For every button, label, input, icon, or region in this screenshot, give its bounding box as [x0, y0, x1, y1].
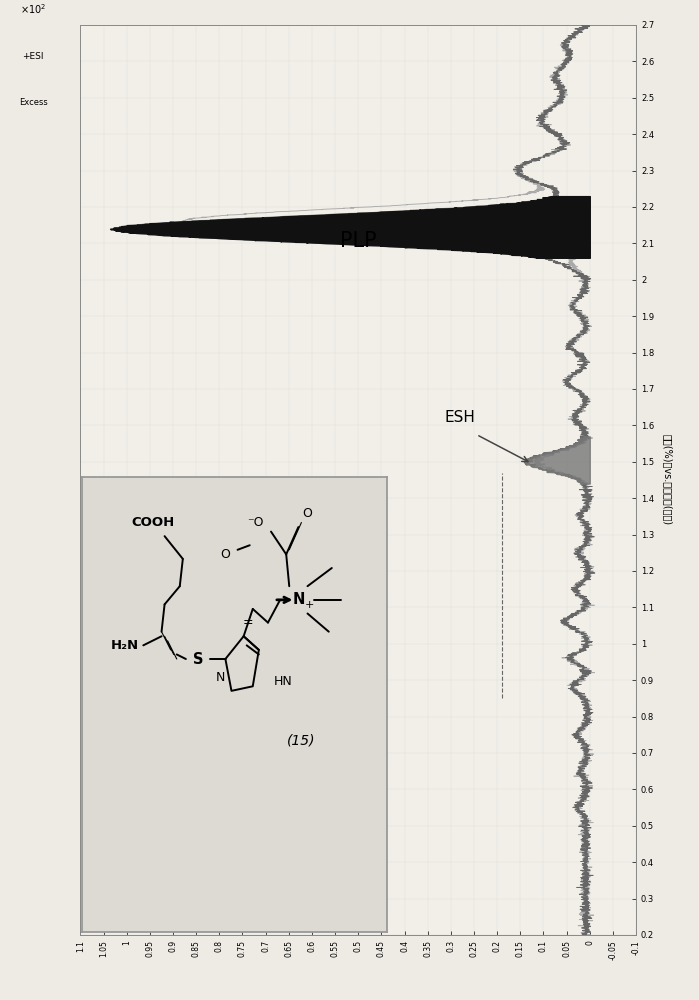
Text: PLP: PLP [340, 231, 377, 251]
Text: +: + [305, 600, 314, 610]
Text: O: O [220, 548, 231, 561]
Text: COOH: COOH [131, 516, 174, 529]
Text: +ESI: +ESI [22, 52, 44, 61]
Text: O: O [303, 507, 312, 520]
Text: S: S [193, 652, 203, 666]
Text: N: N [216, 671, 226, 684]
Text: (15): (15) [287, 734, 316, 748]
Text: N: N [292, 592, 305, 607]
Text: Excess: Excess [19, 98, 48, 107]
Text: H₂N: H₂N [111, 639, 139, 652]
Y-axis label: 计数(%)和vs.采集时间(分钟): 计数(%)和vs.采集时间(分钟) [663, 434, 672, 526]
Text: HN: HN [274, 675, 293, 688]
Text: $\times$10$^{2}$: $\times$10$^{2}$ [20, 2, 46, 16]
Text: =: = [243, 616, 254, 629]
Text: ESH: ESH [445, 410, 475, 425]
Text: ⁻O: ⁻O [247, 516, 264, 529]
